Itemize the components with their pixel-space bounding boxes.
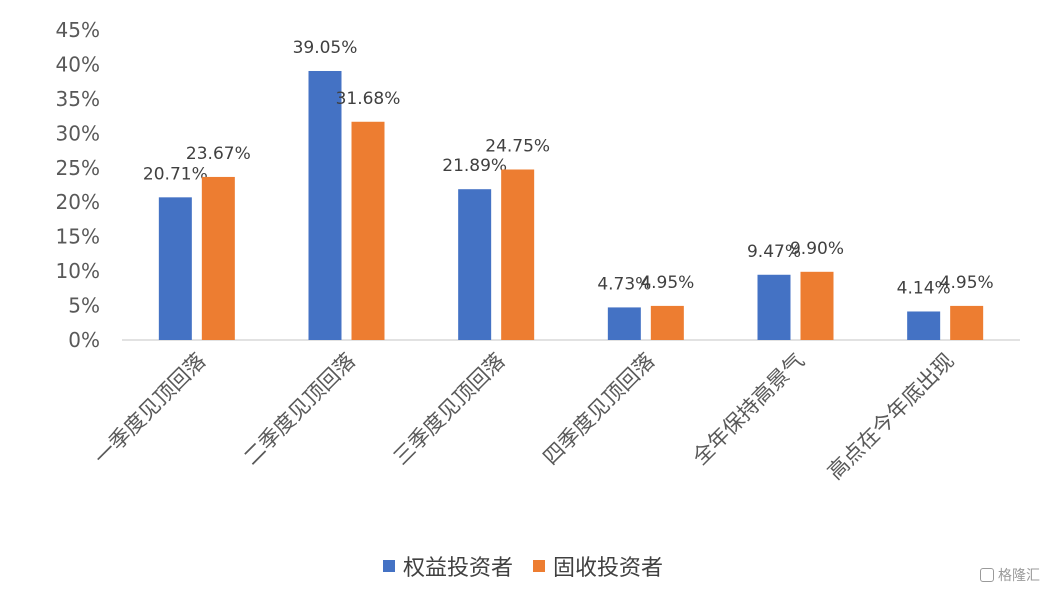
data-label-fixed-income: 9.90%	[790, 239, 844, 259]
bar-fixed-income	[351, 121, 385, 340]
y-tick-label: 20%	[56, 190, 100, 214]
data-label-fixed-income: 23.67%	[186, 144, 251, 164]
y-tick-label: 25%	[56, 156, 100, 180]
bar-fixed-income	[650, 305, 684, 340]
bar-equity	[458, 189, 492, 340]
category-label: 高点在今年底出现	[823, 349, 959, 485]
category-label: 三季度见顶回落	[389, 349, 510, 470]
category-label: 四季度见顶回落	[538, 349, 659, 470]
bar-fixed-income	[501, 169, 535, 340]
bar-fixed-income	[800, 271, 834, 340]
y-tick-label: 40%	[56, 52, 100, 76]
data-label-fixed-income: 4.95%	[940, 273, 994, 293]
legend-item-equity: 权益投资者	[383, 550, 513, 582]
bar-fixed-income	[201, 176, 235, 340]
bar-fixed-income	[950, 305, 984, 340]
bar-equity	[308, 70, 342, 340]
data-label-equity: 21.89%	[442, 156, 507, 176]
data-label-fixed-income: 24.75%	[485, 137, 550, 157]
y-tick-label: 35%	[56, 87, 100, 111]
watermark-text: 格隆汇	[998, 568, 1040, 584]
data-label-equity: 39.05%	[293, 38, 358, 58]
y-tick-label: 45%	[56, 18, 100, 42]
legend-label-equity: 权益投资者	[403, 556, 514, 581]
legend-swatch-equity	[383, 560, 395, 572]
category-label: 二季度见顶回落	[239, 349, 360, 470]
glh-logo-icon	[980, 568, 994, 582]
y-tick-label: 30%	[56, 121, 100, 145]
y-tick-label: 5%	[68, 294, 100, 318]
bar-equity	[757, 274, 791, 340]
data-label-equity: 4.14%	[897, 278, 951, 298]
watermark: 格隆汇	[980, 565, 1040, 585]
data-label-equity: 9.47%	[747, 242, 801, 262]
category-label: 一季度见顶回落	[89, 349, 210, 470]
legend: 权益投资者 固收投资者	[383, 550, 683, 582]
data-label-fixed-income: 4.95%	[640, 273, 694, 293]
legend-swatch-fixed-income	[533, 560, 546, 572]
bar-equity	[607, 307, 641, 340]
data-label-equity: 4.73%	[597, 274, 651, 294]
y-tick-label: 15%	[56, 225, 100, 249]
data-label-fixed-income: 31.68%	[336, 89, 401, 109]
y-tick-label: 0%	[68, 328, 100, 352]
legend-item-fixed-income: 固收投资者	[533, 550, 663, 582]
category-label: 全年保持高景气	[688, 349, 809, 470]
data-label-equity: 20.71%	[143, 164, 208, 184]
y-tick-label: 10%	[56, 259, 100, 283]
bar-equity	[158, 197, 192, 340]
bar-equity	[907, 311, 941, 340]
legend-label-fixed-income: 固收投资者	[553, 556, 664, 581]
